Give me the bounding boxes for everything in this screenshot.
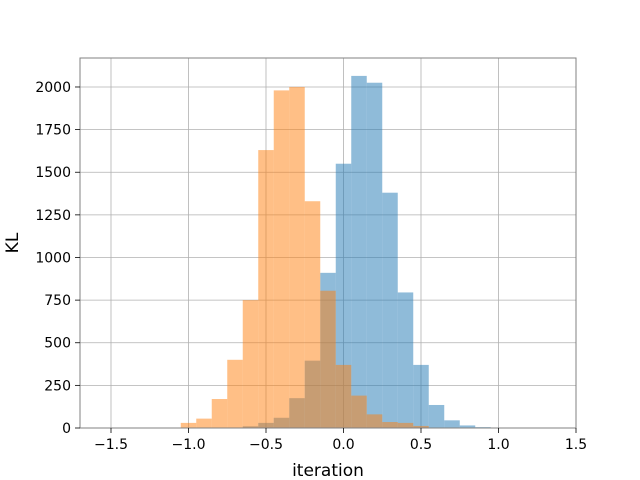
histogram-bar-series-2 bbox=[304, 201, 321, 428]
histogram-bar-series-2 bbox=[258, 150, 274, 428]
x-tick-label: −0.5 bbox=[249, 437, 283, 453]
y-tick-label: 1750 bbox=[35, 123, 71, 139]
x-tick-label: 1.5 bbox=[565, 437, 587, 453]
histogram-bar-series-2 bbox=[351, 395, 367, 428]
histogram-bar-series-2 bbox=[320, 290, 336, 428]
histogram-bar-series-2 bbox=[211, 399, 228, 428]
histogram-bar-series-2 bbox=[397, 422, 414, 428]
bars-layer bbox=[180, 75, 491, 429]
histogram-bar-series-2 bbox=[227, 359, 243, 428]
y-tick-label: 750 bbox=[44, 293, 71, 309]
y-tick-label: 0 bbox=[62, 421, 71, 437]
plot-frame bbox=[79, 57, 577, 429]
y-tick-label: 500 bbox=[44, 336, 71, 352]
histogram-bar-series-1 bbox=[413, 364, 429, 428]
histogram-bar-series-2 bbox=[180, 422, 197, 428]
histogram-bar-series-2 bbox=[196, 418, 212, 428]
x-tick-label: 0.0 bbox=[332, 437, 354, 453]
histogram-bar-series-1 bbox=[335, 163, 352, 428]
histogram-bar-series-1 bbox=[397, 292, 414, 428]
histogram-bar-series-1 bbox=[351, 75, 367, 428]
y-ticks: 0 250 500 750 1000 1250 1500 1750 2000 bbox=[35, 80, 80, 437]
histogram-bar-series-2 bbox=[413, 425, 429, 428]
y-axis-label: KL bbox=[3, 232, 23, 253]
x-axis-label: iteration bbox=[292, 461, 364, 480]
x-tick-label: 0.5 bbox=[410, 437, 432, 453]
histogram-bar-series-1 bbox=[366, 82, 383, 428]
x-tick-label: 1.0 bbox=[487, 437, 509, 453]
y-tick-label: 1250 bbox=[35, 208, 71, 224]
y-tick-label: 2000 bbox=[35, 80, 71, 96]
histogram-bar-series-2 bbox=[289, 86, 305, 428]
histogram-bar-series-1 bbox=[382, 192, 398, 428]
x-tick-label: −1.5 bbox=[94, 437, 128, 453]
x-tick-label: −1.0 bbox=[172, 437, 206, 453]
y-tick-label: 1500 bbox=[35, 165, 71, 181]
histogram-bar-series-2 bbox=[273, 90, 290, 429]
histogram-bar-series-2 bbox=[242, 300, 259, 428]
y-tick-label: 250 bbox=[44, 378, 71, 394]
histogram-bar-series-2 bbox=[335, 364, 352, 428]
histogram-bar-series-2 bbox=[366, 414, 383, 428]
histogram-bar-series-1 bbox=[459, 425, 476, 428]
y-tick-label: 1000 bbox=[35, 250, 71, 266]
histogram-bar-series-1 bbox=[444, 420, 460, 428]
histogram-bar-series-2 bbox=[382, 422, 398, 428]
histogram-bar-series-1 bbox=[428, 404, 445, 428]
x-ticks: −1.5 −1.0 −0.5 0.0 0.5 1.0 1.5 bbox=[94, 428, 587, 453]
